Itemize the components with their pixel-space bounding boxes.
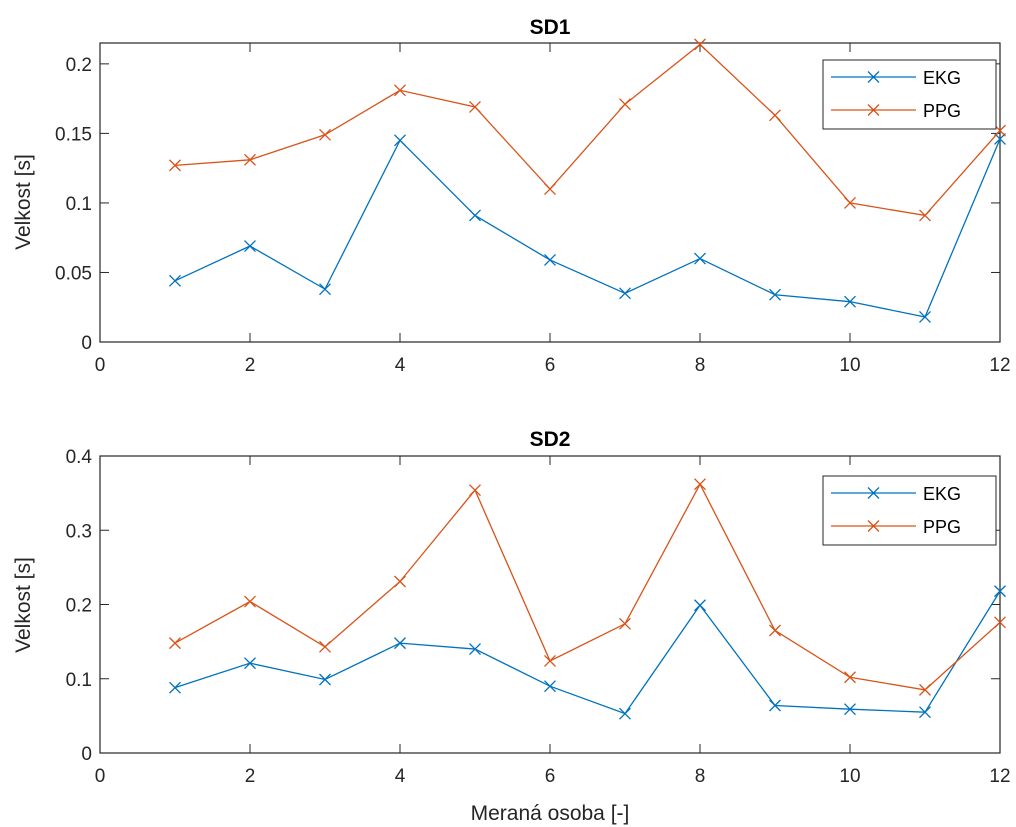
legend-label-ppg-sd1: PPG xyxy=(923,101,961,121)
data-point-ppg-sd1 xyxy=(169,159,181,172)
data-point-ppg-sd2 xyxy=(319,640,331,653)
data-point-ppg-sd1 xyxy=(394,84,406,97)
data-point-ppg-sd2 xyxy=(769,624,781,637)
x-tick-label-sd2: 10 xyxy=(839,766,860,787)
chart-title-sd1: SD1 xyxy=(530,16,571,39)
x-tick-label-sd2: 2 xyxy=(245,766,256,787)
data-point-ekg-sd1 xyxy=(169,274,181,287)
legend-box-sd1 xyxy=(822,59,997,130)
series-line-ekg-sd1 xyxy=(174,138,1001,318)
y-tick-label-sd2: 0.1 xyxy=(66,670,92,691)
x-axis-label-sd2: Meraná osoba [-] xyxy=(471,802,630,825)
data-point-ekg-sd2 xyxy=(469,643,481,656)
data-point-ekg-sd1 xyxy=(394,134,406,147)
x-tick-label-sd1: 4 xyxy=(395,355,406,376)
y-tick-label-sd2: 0.3 xyxy=(66,521,92,542)
chart-panel-sd2: SD2 Velkost [s] Meraná osoba [-] 0 2 4 6 8 10… xyxy=(12,428,1011,825)
x-tick-label-sd2: 6 xyxy=(545,766,556,787)
legend-label-ppg-sd2: PPG xyxy=(923,517,961,537)
data-point-ppg-sd1 xyxy=(919,209,931,222)
x-tick-label-sd1: 8 xyxy=(695,355,706,376)
data-point-ppg-sd2 xyxy=(544,654,556,667)
data-point-ppg-sd2 xyxy=(994,616,1006,629)
x-tick-label-sd1: 0 xyxy=(95,355,106,376)
data-point-ekg-sd1 xyxy=(919,311,931,323)
x-tick-label-sd1: 2 xyxy=(245,355,256,376)
data-point-ekg-sd2 xyxy=(394,637,406,650)
data-point-ppg-sd1 xyxy=(244,153,256,166)
data-point-ppg-sd1 xyxy=(844,196,856,209)
legend-marker-ppg-sd2 xyxy=(867,520,880,532)
x-tick-label-sd1: 12 xyxy=(989,355,1010,376)
legend-label-ekg-sd2: EKG xyxy=(923,484,961,504)
data-point-ppg-sd1 xyxy=(769,109,781,122)
chart-panel-sd1: SD1 Velkost [s] 0 2 4 6 8 10 12 0 0.05 0.1 0.15 0.2… xyxy=(12,16,1011,376)
data-point-ekg-sd1 xyxy=(319,283,331,296)
data-point-ppg-sd1 xyxy=(469,101,481,113)
data-point-ekg-sd2 xyxy=(994,585,1006,598)
data-point-ppg-sd2 xyxy=(169,637,181,650)
x-tick-label-sd2: 4 xyxy=(395,766,406,787)
data-point-ekg-sd2 xyxy=(169,681,181,694)
y-tick-label-sd2: 0.2 xyxy=(66,596,92,617)
y-tick-label-sd1: 0.05 xyxy=(55,263,92,284)
x-tick-label-sd1: 6 xyxy=(545,355,556,376)
data-point-ppg-sd1 xyxy=(319,128,331,141)
legend-label-ekg-sd1: EKG xyxy=(923,68,961,88)
y-tick-label-sd2: 0.4 xyxy=(66,447,93,468)
y-tick-label-sd1: 0.15 xyxy=(55,124,92,145)
data-point-ekg-sd2 xyxy=(319,673,331,686)
data-point-ekg-sd2 xyxy=(919,706,931,719)
data-point-ppg-sd2 xyxy=(619,617,631,630)
data-point-ppg-sd2 xyxy=(844,671,856,684)
data-point-ppg-sd1 xyxy=(619,98,631,111)
legend-box-sd2 xyxy=(822,475,997,546)
x-tick-label-sd2: 8 xyxy=(695,766,706,787)
legend-marker-ekg-sd2 xyxy=(867,487,880,499)
series-line-ppg-sd2 xyxy=(174,482,1001,691)
data-point-ekg-sd1 xyxy=(844,295,856,308)
y-axis-label-sd1: Velkost [s] xyxy=(12,154,35,250)
chart-title-sd2: SD2 xyxy=(530,428,571,451)
y-tick-label-sd2: 0 xyxy=(81,744,92,765)
data-point-ekg-sd1 xyxy=(694,252,706,265)
y-tick-label-sd1: 0 xyxy=(81,333,92,354)
legend-marker-ppg-sd1 xyxy=(867,104,880,116)
x-tick-label-sd2: 0 xyxy=(95,766,106,787)
data-point-ppg-sd1 xyxy=(544,183,556,195)
data-point-ekg-sd2 xyxy=(244,657,256,670)
data-point-ppg-sd2 xyxy=(394,575,406,588)
data-point-ekg-sd2 xyxy=(769,699,781,712)
data-point-ekg-sd2 xyxy=(544,680,556,693)
data-point-ppg-sd2 xyxy=(919,683,931,696)
data-point-ekg-sd2 xyxy=(844,703,856,716)
data-point-ekg-sd1 xyxy=(769,288,781,301)
x-tick-label-sd2: 12 xyxy=(989,766,1010,787)
data-point-ekg-sd1 xyxy=(619,287,631,300)
data-point-ppg-sd2 xyxy=(694,478,706,491)
data-point-ppg-sd1 xyxy=(694,38,706,51)
data-point-ekg-sd1 xyxy=(469,209,481,222)
data-point-ekg-sd2 xyxy=(694,599,706,612)
y-tick-label-sd1: 0.1 xyxy=(66,194,92,215)
x-tick-label-sd1: 10 xyxy=(839,355,860,376)
data-point-ekg-sd2 xyxy=(619,707,631,720)
data-point-ekg-sd1 xyxy=(544,253,556,266)
y-tick-label-sd1: 0.2 xyxy=(66,55,92,76)
series-line-ekg-sd2 xyxy=(174,590,1001,715)
y-axis-label-sd2: Velkost [s] xyxy=(12,557,35,653)
legend-marker-ekg-sd1 xyxy=(867,71,880,83)
data-point-ekg-sd1 xyxy=(244,240,256,253)
series-line-ppg-sd1 xyxy=(174,43,1001,217)
data-point-ppg-sd2 xyxy=(244,595,256,608)
data-point-ppg-sd2 xyxy=(469,484,481,497)
